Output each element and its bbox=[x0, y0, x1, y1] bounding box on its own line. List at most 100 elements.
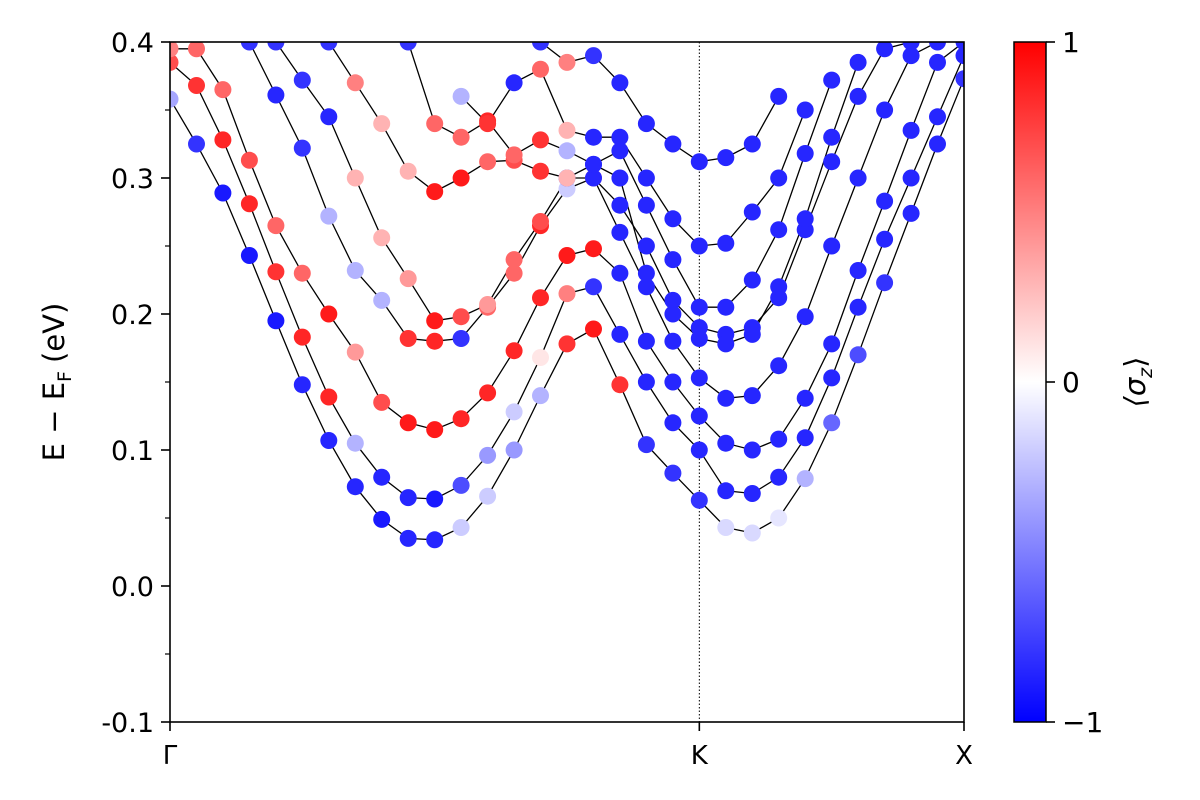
band-point bbox=[743, 325, 761, 343]
band-point bbox=[637, 237, 655, 255]
y-tick-label: 0.0 bbox=[111, 572, 154, 603]
band-point bbox=[717, 389, 735, 407]
band-point bbox=[743, 524, 761, 542]
band-point bbox=[267, 263, 285, 281]
band-point bbox=[849, 53, 867, 71]
band-point bbox=[902, 47, 920, 65]
band-point bbox=[452, 519, 470, 536]
band-point bbox=[346, 74, 364, 92]
colorbar-label-close: ⟩ bbox=[1118, 356, 1152, 367]
band-point bbox=[505, 441, 523, 459]
band-point bbox=[611, 74, 629, 92]
band-point bbox=[611, 142, 629, 160]
band-point bbox=[452, 476, 470, 494]
band-point bbox=[796, 470, 814, 488]
band-point bbox=[717, 234, 735, 252]
colorbar: −1 0 1 ⟨σz⟩ bbox=[1013, 26, 1157, 739]
band-point bbox=[664, 414, 682, 432]
band-point bbox=[929, 108, 946, 126]
band-point bbox=[717, 298, 735, 316]
band-point bbox=[585, 155, 602, 173]
band-point bbox=[399, 529, 417, 547]
band-point bbox=[823, 71, 841, 89]
band-point bbox=[611, 169, 629, 187]
band-point bbox=[558, 247, 576, 264]
band-point bbox=[664, 210, 682, 228]
band-point bbox=[637, 373, 655, 391]
band-point bbox=[426, 421, 444, 439]
band-point bbox=[902, 204, 920, 222]
band-point bbox=[902, 121, 920, 139]
band-point bbox=[452, 87, 470, 105]
band-point bbox=[770, 509, 788, 527]
band-point bbox=[214, 131, 232, 149]
band-point bbox=[690, 369, 708, 387]
band-point bbox=[505, 74, 523, 92]
band-point bbox=[637, 436, 655, 454]
band-point bbox=[505, 264, 523, 282]
band-point bbox=[346, 434, 364, 452]
band-point bbox=[664, 305, 682, 323]
band-point bbox=[426, 531, 444, 549]
band-point bbox=[585, 320, 602, 338]
band-point bbox=[743, 135, 761, 153]
band-point bbox=[929, 135, 946, 153]
y-axis-ticks: -0.1 0.0 0.1 0.2 0.3 0.4 bbox=[101, 28, 170, 739]
band-point bbox=[320, 388, 338, 406]
band-point bbox=[373, 229, 391, 247]
colorbar-label: ⟨σz⟩ bbox=[1118, 356, 1157, 407]
band-point bbox=[690, 237, 708, 255]
band-point bbox=[558, 142, 576, 160]
band-point bbox=[796, 145, 814, 162]
band-point bbox=[532, 349, 549, 366]
band-point bbox=[876, 274, 894, 292]
band-point bbox=[585, 128, 602, 146]
band-point bbox=[532, 131, 549, 149]
band-point bbox=[929, 53, 946, 71]
band-point bbox=[505, 251, 523, 269]
band-point bbox=[611, 376, 629, 394]
band-point bbox=[426, 183, 444, 201]
band-point bbox=[770, 430, 788, 448]
band-point bbox=[717, 434, 735, 452]
band-point bbox=[585, 47, 602, 65]
band-point bbox=[823, 335, 841, 353]
band-points bbox=[170, 42, 964, 549]
band-point bbox=[823, 153, 841, 171]
colorbar-ticks: −1 0 1 bbox=[1046, 26, 1103, 739]
band-point bbox=[585, 240, 602, 258]
band-point bbox=[743, 387, 761, 405]
band-point bbox=[320, 207, 338, 225]
band-point bbox=[532, 162, 549, 180]
band-point bbox=[955, 47, 964, 65]
band-point bbox=[664, 291, 682, 309]
colorbar-tick-label: 1 bbox=[1062, 26, 1080, 59]
band-point bbox=[320, 432, 338, 449]
band-point bbox=[664, 251, 682, 269]
y-axis-label-main: E − E bbox=[37, 382, 71, 461]
band-point bbox=[849, 298, 867, 316]
band-point bbox=[426, 115, 444, 133]
band-point bbox=[452, 308, 470, 326]
band-point bbox=[611, 325, 629, 343]
band-point bbox=[170, 53, 179, 71]
band-point bbox=[743, 485, 761, 502]
band-point bbox=[479, 487, 497, 505]
band-point bbox=[293, 264, 311, 282]
band-point bbox=[585, 169, 602, 187]
band-point bbox=[214, 81, 232, 99]
band-point bbox=[690, 153, 708, 171]
band-point bbox=[170, 42, 179, 58]
band-point bbox=[558, 335, 576, 353]
band-point bbox=[240, 247, 258, 264]
band-point bbox=[876, 230, 894, 248]
band-point bbox=[717, 519, 735, 536]
band-point bbox=[346, 478, 364, 496]
band-point bbox=[346, 262, 364, 279]
band-point bbox=[849, 169, 867, 187]
band-point bbox=[452, 330, 470, 347]
band-point bbox=[637, 278, 655, 296]
band-point bbox=[796, 210, 814, 228]
band-point bbox=[532, 289, 549, 307]
band-point bbox=[876, 192, 894, 210]
